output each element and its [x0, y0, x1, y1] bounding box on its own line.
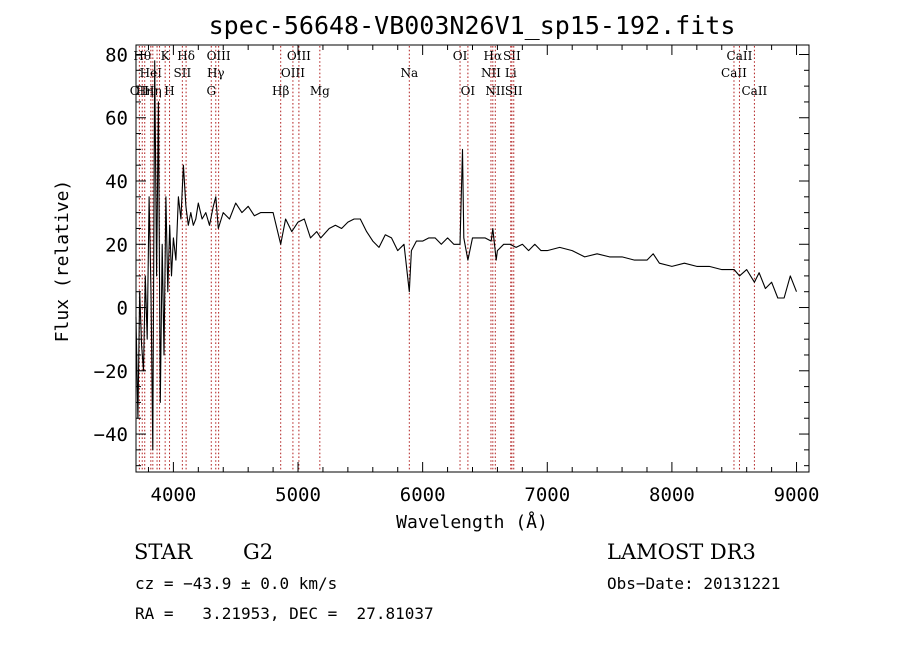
line-marker-label: Hβ	[272, 84, 289, 98]
line-marker-label: G	[206, 84, 216, 98]
line-marker-label: H	[164, 84, 174, 98]
spectral-subclass-label: G2	[243, 540, 274, 564]
x-tick-label: 7000	[524, 484, 570, 506]
line-marker-label: Hθ	[133, 49, 151, 63]
x-tick-label: 8000	[649, 484, 695, 506]
x-tick-label: 6000	[400, 484, 446, 506]
line-marker-label: SII	[503, 49, 521, 63]
y-tick-label: 80	[105, 44, 128, 66]
y-tick-label: 20	[105, 234, 128, 256]
y-tick-label: −40	[94, 424, 128, 446]
line-marker-label: OI	[453, 49, 468, 63]
line-marker-label: NII	[485, 84, 505, 98]
line-marker-label: OIII	[287, 49, 311, 63]
chart-title: spec-56648-VB003N26V1_sp15-192.fits	[209, 11, 736, 40]
sky-coordinates: RA = 3.21953, DEC = 27.81037	[135, 604, 434, 623]
observation-date: Obs−Date: 20131221	[607, 574, 781, 593]
line-marker-label: OII	[130, 84, 150, 98]
x-tick-label: 9000	[774, 484, 820, 506]
x-tick-label: 4000	[151, 484, 197, 506]
survey-release-label: LAMOST DR3	[607, 540, 756, 564]
line-marker-label: Mg	[310, 84, 330, 98]
line-marker-label: Hγ	[207, 66, 225, 80]
y-tick-label: 60	[105, 108, 128, 130]
line-marker-label: Hα	[484, 49, 503, 63]
line-marker-label: Na	[400, 66, 418, 80]
y-axis-ticks: 80 60 40 20 0 −20 −40	[94, 44, 809, 467]
plot-frame	[135, 44, 810, 473]
y-tick-label: −20	[94, 361, 128, 383]
line-marker-label: Hη	[144, 84, 162, 98]
line-marker-label: Li	[505, 66, 517, 80]
line-marker-label: OIII	[281, 66, 305, 80]
y-axis-label: Flux (relative)	[52, 180, 73, 343]
y-tick-label: 40	[105, 171, 128, 193]
spectrum-series-line	[135, 60, 798, 451]
line-marker-label: OI	[461, 84, 476, 98]
line-marker-label: OIII	[207, 49, 231, 63]
x-axis-ticks: 4000 5000 6000 7000 8000 9000	[147, 45, 820, 506]
line-marker-label: K	[161, 49, 171, 63]
x-axis-label: Wavelength (Å)	[396, 511, 548, 533]
line-marker-label: Hδ	[177, 49, 195, 63]
line-marker-label: SII	[505, 84, 523, 98]
line-marker-label: CaII	[721, 66, 747, 80]
line-marker-label: CaII	[741, 84, 767, 98]
line-marker-label: SII	[174, 66, 192, 80]
line-marker-label: NII	[481, 66, 501, 80]
spectral-class-label: STAR	[134, 540, 193, 564]
spectral-line-markers: OIIHθHηHeIHηKHSIIHδGHγOIIIHβOIIIOIIIMgNa…	[130, 46, 768, 471]
line-marker-label: CaII	[727, 49, 753, 63]
redshift-velocity: cz = −43.9 ± 0.0 km/s	[135, 574, 338, 593]
y-tick-label: 0	[117, 298, 128, 320]
x-tick-label: 5000	[275, 484, 321, 506]
line-marker-label: HeI	[140, 66, 163, 80]
line-marker-label: Hη	[136, 84, 154, 98]
